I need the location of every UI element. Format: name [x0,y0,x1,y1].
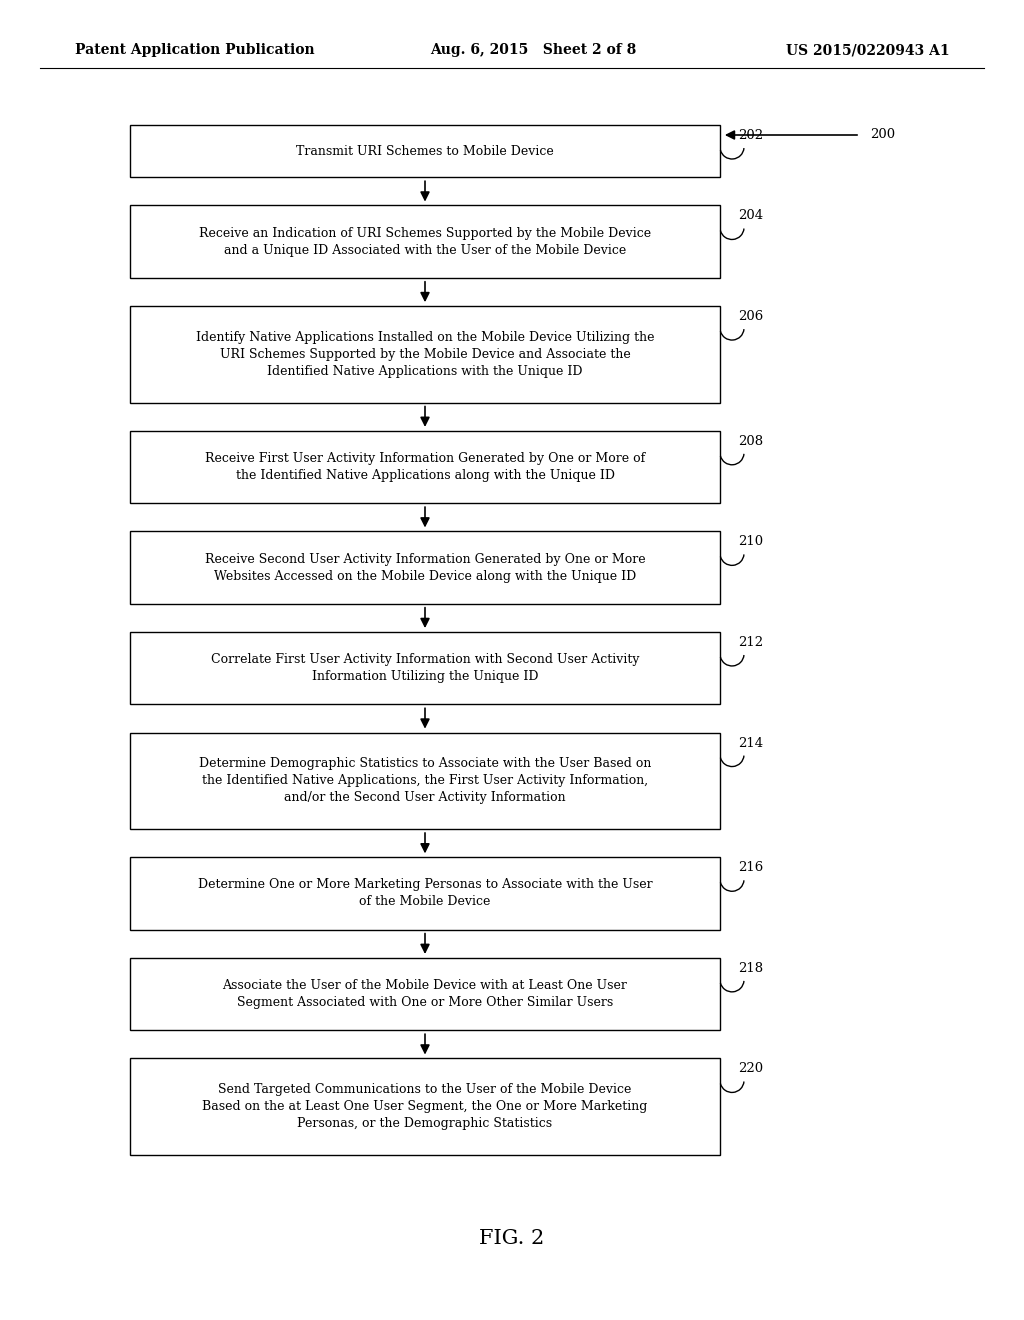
Bar [130,632,720,705]
Text: 210: 210 [738,536,763,548]
Text: Send Targeted Communications to the User of the Mobile Device
Based on the at Le: Send Targeted Communications to the User… [203,1084,648,1130]
Text: FIG. 2: FIG. 2 [479,1229,545,1247]
Text: Transmit URI Schemes to Mobile Device: Transmit URI Schemes to Mobile Device [296,145,554,157]
Text: 218: 218 [738,962,763,975]
Bar [130,1059,720,1155]
Bar [130,125,720,177]
Text: 220: 220 [738,1063,763,1076]
Bar [130,430,720,503]
Bar [130,958,720,1031]
Text: 200: 200 [870,128,895,141]
Bar [130,733,720,829]
Bar [130,857,720,929]
Text: Correlate First User Activity Information with Second User Activity
Information : Correlate First User Activity Informatio… [211,653,639,684]
Text: Associate the User of the Mobile Device with at Least One User
Segment Associate: Associate the User of the Mobile Device … [222,979,628,1008]
Text: 216: 216 [738,861,763,874]
Text: Receive an Indication of URI Schemes Supported by the Mobile Device
and a Unique: Receive an Indication of URI Schemes Sup… [199,227,651,256]
Text: 206: 206 [738,310,763,323]
Text: 214: 214 [738,737,763,750]
Text: Receive Second User Activity Information Generated by One or More
Websites Acces: Receive Second User Activity Information… [205,553,645,582]
Bar [130,306,720,403]
Text: Identify Native Applications Installed on the Mobile Device Utilizing the
URI Sc: Identify Native Applications Installed o… [196,331,654,378]
Text: Receive First User Activity Information Generated by One or More of
the Identifi: Receive First User Activity Information … [205,451,645,482]
Text: 202: 202 [738,129,763,143]
Text: 208: 208 [738,434,763,447]
Text: 204: 204 [738,210,763,223]
Text: Aug. 6, 2015   Sheet 2 of 8: Aug. 6, 2015 Sheet 2 of 8 [430,44,636,57]
Bar [130,206,720,279]
Bar [130,532,720,603]
Text: 212: 212 [738,636,763,649]
Text: Patent Application Publication: Patent Application Publication [75,44,314,57]
Text: Determine One or More Marketing Personas to Associate with the User
of the Mobil: Determine One or More Marketing Personas… [198,879,652,908]
Text: Determine Demographic Statistics to Associate with the User Based on
the Identif: Determine Demographic Statistics to Asso… [199,758,651,804]
Text: US 2015/0220943 A1: US 2015/0220943 A1 [786,44,950,57]
